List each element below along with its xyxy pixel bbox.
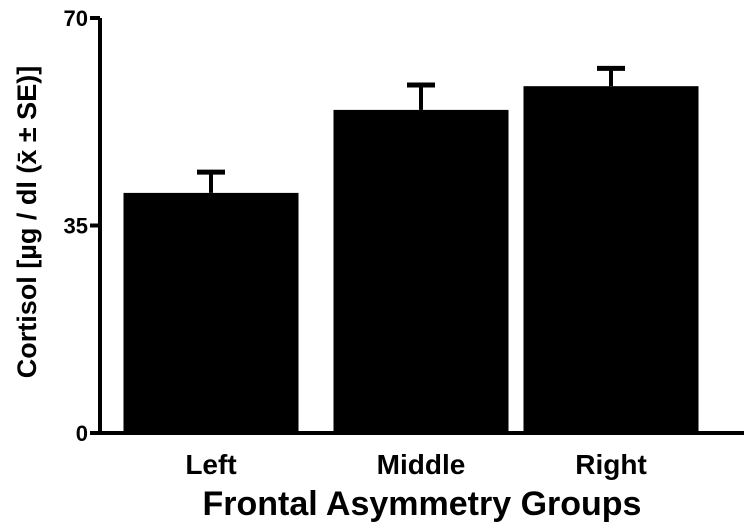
y-ticks-group: 0 35 70 <box>64 6 100 446</box>
bars-group <box>123 86 699 434</box>
y-tick-label-70: 70 <box>64 6 88 31</box>
y-axis-title: Cortisol [µg / dl (x̄ ± SE)] <box>12 66 42 378</box>
bar-middle <box>333 109 509 434</box>
x-tick-label-right: Right <box>575 449 647 480</box>
y-tick-label-35: 35 <box>64 214 88 239</box>
x-tick-label-middle: Middle <box>377 449 466 480</box>
x-axis-title: Frontal Asymmetry Groups <box>203 485 642 523</box>
y-tick-label-0: 0 <box>76 421 88 446</box>
bar-left <box>123 192 299 433</box>
x-tick-labels-group: Left Middle Right <box>185 449 646 480</box>
error-bars-group <box>197 65 625 193</box>
x-tick-label-left: Left <box>185 449 236 480</box>
bar-right <box>523 86 699 433</box>
